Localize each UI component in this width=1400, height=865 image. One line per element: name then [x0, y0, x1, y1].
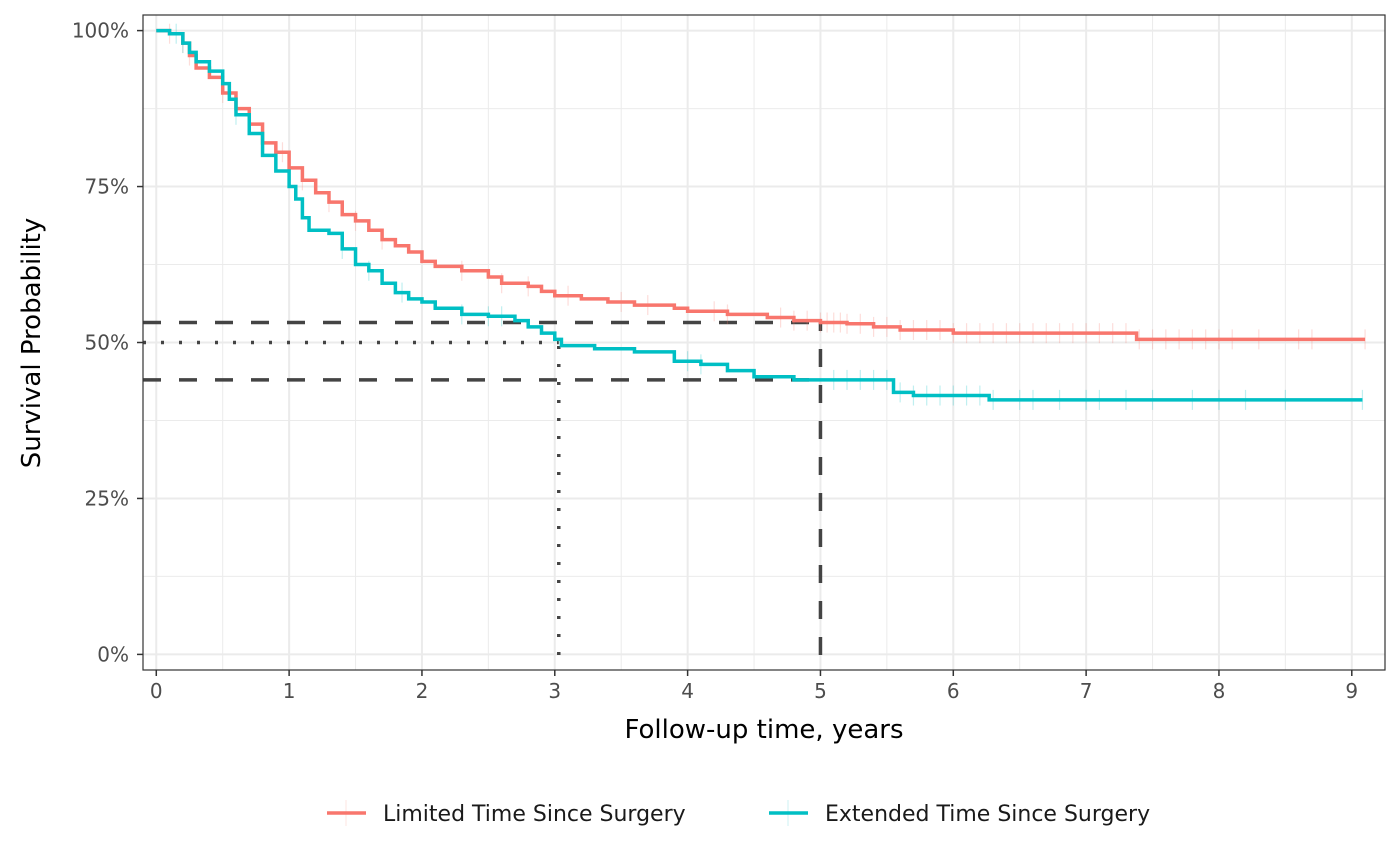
legend-label-limited: Limited Time Since Surgery	[383, 802, 686, 827]
y-tick-label: 0%	[97, 642, 129, 666]
x-tick-label: 2	[416, 679, 429, 703]
legend-item-extended[interactable]: Extended Time Since Surgery	[769, 800, 1150, 827]
x-tick-label: 8	[1213, 679, 1226, 703]
x-tick-label: 4	[681, 679, 694, 703]
x-tick-label: 7	[1080, 679, 1093, 703]
legend-item-limited[interactable]: Limited Time Since Surgery	[327, 800, 686, 827]
x-tick-label: 5	[814, 679, 827, 703]
y-tick-label: 100%	[72, 19, 129, 43]
x-axis: 0 1 2 3 4 5 6 7 8 9	[150, 670, 1358, 703]
x-tick-label: 0	[150, 679, 163, 703]
y-tick-label: 50%	[85, 331, 129, 355]
y-tick-label: 25%	[85, 486, 129, 510]
legend: Limited Time Since Surgery Extended Time…	[327, 800, 1150, 827]
survival-curve-limited	[156, 28, 1366, 342]
x-tick-label: 3	[548, 679, 561, 703]
x-axis-title: Follow-up time, years	[624, 715, 903, 745]
reference-lines	[143, 320, 823, 655]
legend-label-extended: Extended Time Since Surgery	[825, 802, 1150, 827]
y-tick-label: 75%	[85, 175, 129, 199]
x-tick-label: 9	[1345, 679, 1358, 703]
y-axis-title: Survival Probability	[17, 218, 47, 469]
survival-curves	[156, 28, 1366, 402]
x-tick-label: 6	[947, 679, 960, 703]
x-tick-label: 1	[283, 679, 296, 703]
survival-curve-extended	[156, 28, 1363, 402]
y-axis: 0% 25% 50% 75% 100%	[72, 19, 143, 666]
